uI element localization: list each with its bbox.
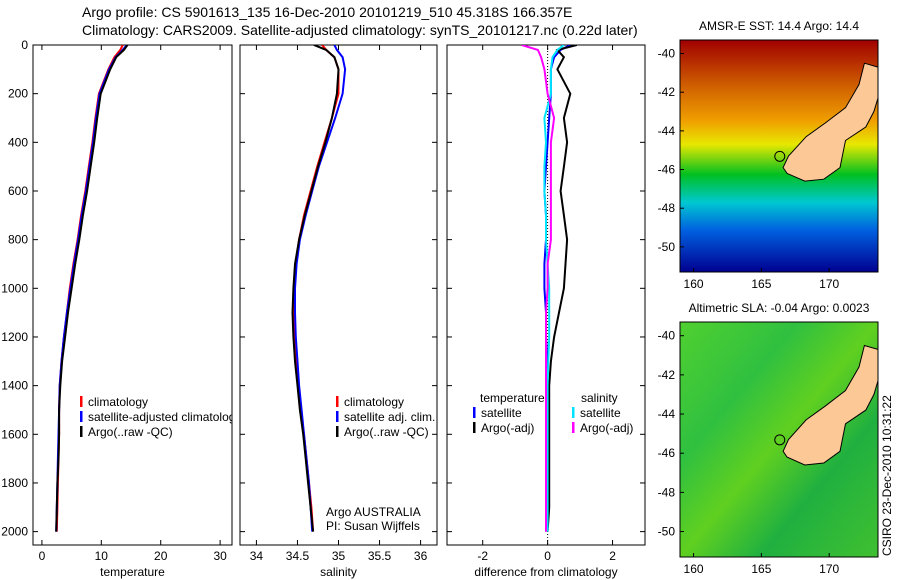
map-title: Altimetric SLA: -0.04 Argo: 0.0023 bbox=[689, 301, 870, 315]
x-tick-label: 35.5 bbox=[368, 549, 392, 563]
y-tick-label: 1000 bbox=[1, 281, 28, 295]
legend-label: Argo(..raw -QC) bbox=[88, 425, 173, 439]
argo-float-marker bbox=[774, 434, 786, 446]
y-tick-label: 200 bbox=[8, 87, 28, 101]
land-south-island bbox=[782, 344, 879, 466]
legend-swatch bbox=[80, 396, 83, 407]
legend-header: salinity bbox=[581, 391, 618, 405]
x-tick-label: 36 bbox=[414, 549, 428, 563]
plot-frame bbox=[239, 44, 438, 546]
sst-map: AMSR-E SST: 14.4 Argo: 14.4 -40 -42 -44 -46 -… bbox=[658, 19, 879, 291]
y-tick-label: 1400 bbox=[1, 379, 28, 393]
legend-swatch bbox=[336, 396, 339, 407]
lat-tick-label: -50 bbox=[658, 525, 676, 539]
map-field bbox=[679, 39, 879, 273]
y-tick-label: 1200 bbox=[1, 330, 28, 344]
lon-tick-label: 160 bbox=[684, 277, 704, 291]
legend-label: Argo(..raw -QC) bbox=[344, 425, 429, 439]
profile-panel-1: 0 10 20 30 0 200 400 600 800 1000 1200 1400 1600 1800… bbox=[1, 38, 241, 579]
series-line-argo-adj- bbox=[546, 45, 578, 532]
x-axis-label: salinity bbox=[320, 565, 357, 579]
legend-swatch bbox=[80, 411, 83, 422]
x-tick-label: 2 bbox=[609, 549, 616, 563]
profile-panel-3: -2 0 2 difference from climatology temperatu… bbox=[446, 44, 646, 579]
lat-tick-label: -48 bbox=[658, 201, 676, 215]
credit-label: CSIRO 23-Dec-2010 10:31:22 bbox=[880, 395, 894, 556]
legend-label: satellite-adjusted climatology bbox=[88, 410, 241, 424]
lat-tick-label: -46 bbox=[658, 446, 676, 460]
legend-label: climatology bbox=[88, 395, 148, 409]
lon-tick-label: 165 bbox=[751, 562, 771, 576]
x-tick-label: 34.5 bbox=[286, 549, 310, 563]
x-tick-label: 10 bbox=[95, 549, 109, 563]
x-tick-label: -2 bbox=[477, 549, 488, 563]
series-line-argo-raw-qc- bbox=[55, 45, 129, 532]
legend-swatch bbox=[473, 422, 476, 433]
lat-tick-label: -44 bbox=[658, 407, 676, 421]
lon-tick-label: 160 bbox=[684, 562, 704, 576]
legend-swatch bbox=[572, 422, 575, 433]
title-line-1: Argo profile: CS 5901613_135 16-Dec-2010… bbox=[82, 4, 573, 20]
profile-panel-2: 34 34.5 35 35.5 36 salinity climatologysatelli… bbox=[239, 44, 438, 579]
x-tick-label: 30 bbox=[213, 549, 227, 563]
lon-tick-label: 170 bbox=[819, 562, 839, 576]
land-south-island bbox=[782, 62, 879, 182]
x-tick-label: 35 bbox=[332, 549, 346, 563]
legend-header: temperature bbox=[480, 391, 545, 405]
legend-label: Argo(-adj) bbox=[481, 421, 534, 435]
series-line-argo-raw-qc- bbox=[291, 45, 340, 532]
x-axis-label: temperature bbox=[100, 565, 165, 579]
y-tick-label: 1800 bbox=[1, 476, 28, 490]
y-tick-label: 0 bbox=[21, 38, 28, 52]
lat-tick-label: -40 bbox=[658, 329, 676, 343]
lat-tick-label: -44 bbox=[658, 124, 676, 138]
lon-tick-label: 170 bbox=[819, 277, 839, 291]
y-tick-label: 400 bbox=[8, 135, 28, 149]
y-tick-label: 1600 bbox=[1, 427, 28, 441]
lon-tick-label: 165 bbox=[751, 277, 771, 291]
lat-tick-label: -48 bbox=[658, 485, 676, 499]
lat-tick-label: -42 bbox=[658, 368, 676, 382]
title-line-2: Climatology: CARS2009. Satellite-adjuste… bbox=[82, 22, 638, 38]
legend-label: satellite bbox=[580, 406, 621, 420]
x-tick-label: 0 bbox=[39, 549, 46, 563]
x-axis-label: difference from climatology bbox=[474, 565, 617, 579]
y-tick-label: 2000 bbox=[1, 525, 28, 539]
legend-swatch bbox=[572, 407, 575, 418]
legend-swatch bbox=[473, 407, 476, 418]
map-title: AMSR-E SST: 14.4 Argo: 14.4 bbox=[699, 19, 859, 33]
lat-tick-label: -40 bbox=[658, 47, 676, 61]
series-line-argo-adj- bbox=[521, 45, 556, 532]
y-tick-label: 600 bbox=[8, 184, 28, 198]
argo-float-marker bbox=[774, 150, 786, 162]
x-tick-label: 0 bbox=[544, 549, 551, 563]
map-field bbox=[679, 321, 879, 558]
plot-frame bbox=[32, 44, 233, 546]
lat-tick-label: -46 bbox=[658, 163, 676, 177]
lat-tick-label: -42 bbox=[658, 85, 676, 99]
legend-label: climatology bbox=[344, 395, 404, 409]
lat-tick-label: -50 bbox=[658, 240, 676, 254]
x-tick-label: 34 bbox=[250, 549, 264, 563]
annotation: Argo AUSTRALIA bbox=[326, 505, 421, 519]
x-tick-label: 20 bbox=[154, 549, 168, 563]
sla-map: Altimetric SLA: -0.04 Argo: 0.0023 -40 -42… bbox=[658, 301, 879, 576]
legend-swatch bbox=[80, 426, 83, 437]
legend-swatch bbox=[336, 411, 339, 422]
y-tick-label: 800 bbox=[8, 233, 28, 247]
legend-label: satellite adj. clim. bbox=[344, 410, 435, 424]
annotation: PI: Susan Wijffels bbox=[326, 519, 420, 533]
legend-swatch bbox=[336, 426, 339, 437]
legend-label: satellite bbox=[481, 406, 522, 420]
legend-label: Argo(-adj) bbox=[580, 421, 633, 435]
